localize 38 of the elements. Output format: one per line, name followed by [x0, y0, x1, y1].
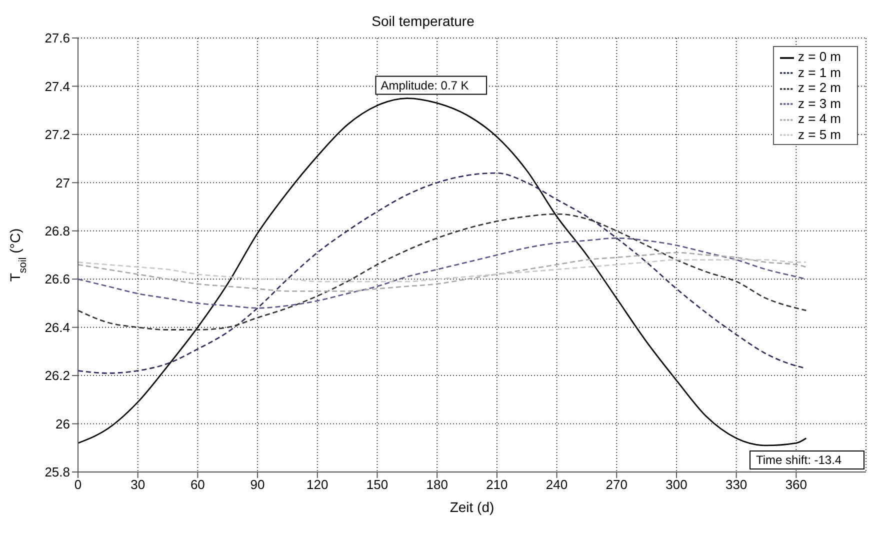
x-tick-label: 210 — [486, 477, 508, 492]
legend-label: z = 4 m — [798, 111, 841, 126]
legend-label: z = 0 m — [798, 49, 841, 64]
line-series — [78, 98, 807, 446]
legend-label: z = 5 m — [798, 126, 841, 142]
line-series — [78, 259, 807, 282]
chart-title: Soil temperature — [372, 13, 475, 29]
x-tick-label: 300 — [666, 477, 688, 492]
y-tick-label: 27 — [56, 175, 70, 190]
y-tick-label: 27.2 — [44, 127, 70, 142]
x-tick-label: 240 — [546, 477, 568, 492]
x-axis-title: Zeit (d) — [450, 499, 494, 515]
y-tick-label: 25.8 — [44, 464, 70, 480]
line-series — [78, 172, 807, 374]
y-tick-label: 26 — [56, 416, 70, 432]
annotation: Amplitude: 0.7 K — [380, 78, 469, 92]
legend-label: z = 3 m — [798, 96, 841, 111]
x-tick-label: 150 — [366, 477, 388, 492]
x-tick-label: 360 — [785, 477, 808, 492]
x-tick-label: 180 — [426, 477, 448, 492]
y-tick-label: 27.4 — [44, 78, 70, 94]
x-tick-label: 90 — [250, 477, 265, 492]
y-tick-label: 26.6 — [44, 272, 70, 287]
line-series — [78, 213, 807, 330]
annotation: Time shift: -13.4 — [756, 453, 842, 467]
y-tick-label: 26.4 — [44, 320, 70, 335]
line-series — [78, 252, 807, 292]
y-tick-label: 26.2 — [44, 368, 70, 384]
legend-label: z = 1 m — [798, 64, 841, 80]
x-tick-label: 60 — [190, 477, 205, 492]
x-tick-label: 0 — [74, 477, 82, 492]
x-tick-label: 270 — [606, 477, 628, 492]
y-tick-label: 26.8 — [44, 224, 70, 239]
y-tick-label: 27.6 — [44, 30, 70, 46]
legend-label: z = 2 m — [798, 80, 841, 96]
x-tick-label: 330 — [725, 477, 748, 492]
x-tick-label: 30 — [130, 477, 146, 492]
x-tick-label: 120 — [306, 477, 328, 492]
